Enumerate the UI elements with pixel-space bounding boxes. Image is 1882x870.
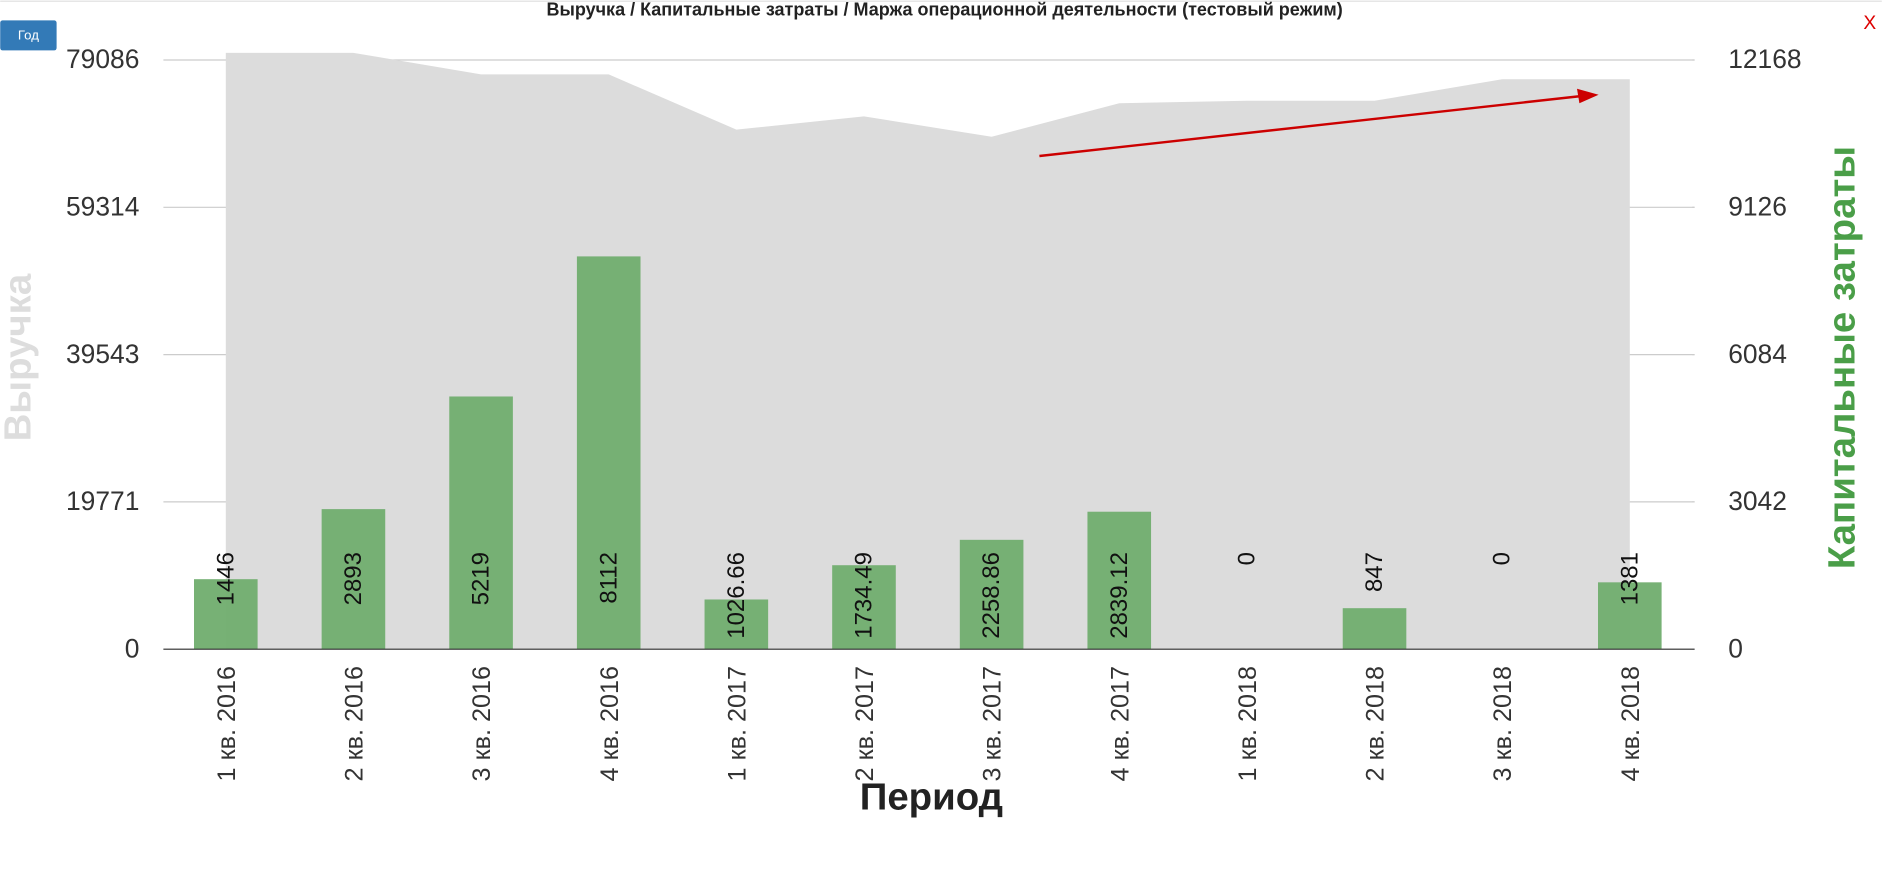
- chart-title: Выручка / Капитальные затраты / Маржа оп…: [546, 0, 1342, 20]
- y2-axis-title: Капитальные затраты: [1821, 146, 1864, 569]
- plot-area: 0 19771 39543 59314 79086 0 3042 6084 9126 12168 1…: [66, 44, 1802, 781]
- bar: [449, 396, 513, 650]
- x-tick-label: 1 кв. 2016: [213, 666, 241, 781]
- y2-tick-label: 9126: [1728, 191, 1787, 221]
- x-tick-label: 2 кв. 2016: [340, 666, 368, 781]
- arrow-line: [1039, 94, 1582, 158]
- y-tick-label: 59314: [66, 191, 139, 221]
- period-button[interactable]: Год: [0, 20, 57, 51]
- y2-tick-label: 0: [1728, 633, 1743, 663]
- button-bg: [0, 20, 57, 51]
- bar-value-label: 1734.49: [851, 552, 878, 639]
- area: [225, 52, 1630, 650]
- close-button[interactable]: X: [1863, 13, 1876, 34]
- x-tick-label: 4 кв. 2016: [596, 666, 624, 781]
- trend-arrow: [1039, 88, 1599, 158]
- x-tick-label: 2 кв. 2017: [851, 666, 879, 781]
- bar-value-label: 1381: [1616, 552, 1643, 605]
- y-tick-label: 79086: [66, 44, 139, 74]
- x-tick-label: 2 кв. 2018: [1362, 666, 1390, 781]
- bar-value-label: 1446: [212, 552, 239, 605]
- bar: [1342, 608, 1407, 650]
- bar-value-label: 0: [1489, 552, 1516, 565]
- bar: [832, 565, 896, 650]
- y-axis-title: Выручка: [0, 273, 40, 441]
- bar-value-label: 5219: [468, 552, 495, 605]
- bar: [321, 509, 386, 650]
- x-tick-label: 4 кв. 2017: [1106, 666, 1134, 781]
- x-axis-title: Период: [860, 775, 1003, 818]
- bar-value-label: 0: [1233, 552, 1260, 565]
- bar: [704, 599, 769, 650]
- y2-tick-label: 3042: [1728, 486, 1787, 516]
- bar: [959, 539, 1024, 650]
- x-tick-label: 3 кв. 2018: [1489, 666, 1517, 781]
- x-tick-label: 3 кв. 2016: [468, 666, 496, 781]
- arrow-head: [1577, 88, 1599, 104]
- y-tick-label: 39543: [66, 339, 139, 369]
- x-tick-label: 4 кв. 2018: [1617, 666, 1645, 781]
- x-tick-label: 3 кв. 2017: [979, 666, 1007, 781]
- button-label[interactable]: Год: [18, 27, 39, 42]
- bar: [194, 579, 258, 650]
- bar-value-label: 8112: [595, 552, 622, 604]
- bar-value-label: 2893: [340, 552, 367, 605]
- bar-value-label: 2258.86: [978, 552, 1005, 639]
- x-tick-label: 1 кв. 2017: [723, 666, 751, 781]
- y2-tick-label: 6084: [1728, 339, 1787, 369]
- bar: [1087, 511, 1152, 650]
- bar: [576, 256, 641, 650]
- y-tick-label: 19771: [66, 486, 139, 516]
- y-tick-label: 0: [125, 633, 140, 663]
- bar-value-label: 847: [1361, 552, 1388, 592]
- x-tick-label: 1 кв. 2018: [1234, 666, 1262, 781]
- bar: [1598, 582, 1662, 650]
- bar-value-label: 2839.12: [1106, 552, 1133, 639]
- y2-tick-label: 12168: [1728, 44, 1801, 74]
- bar-value-label: 1026.66: [723, 552, 750, 639]
